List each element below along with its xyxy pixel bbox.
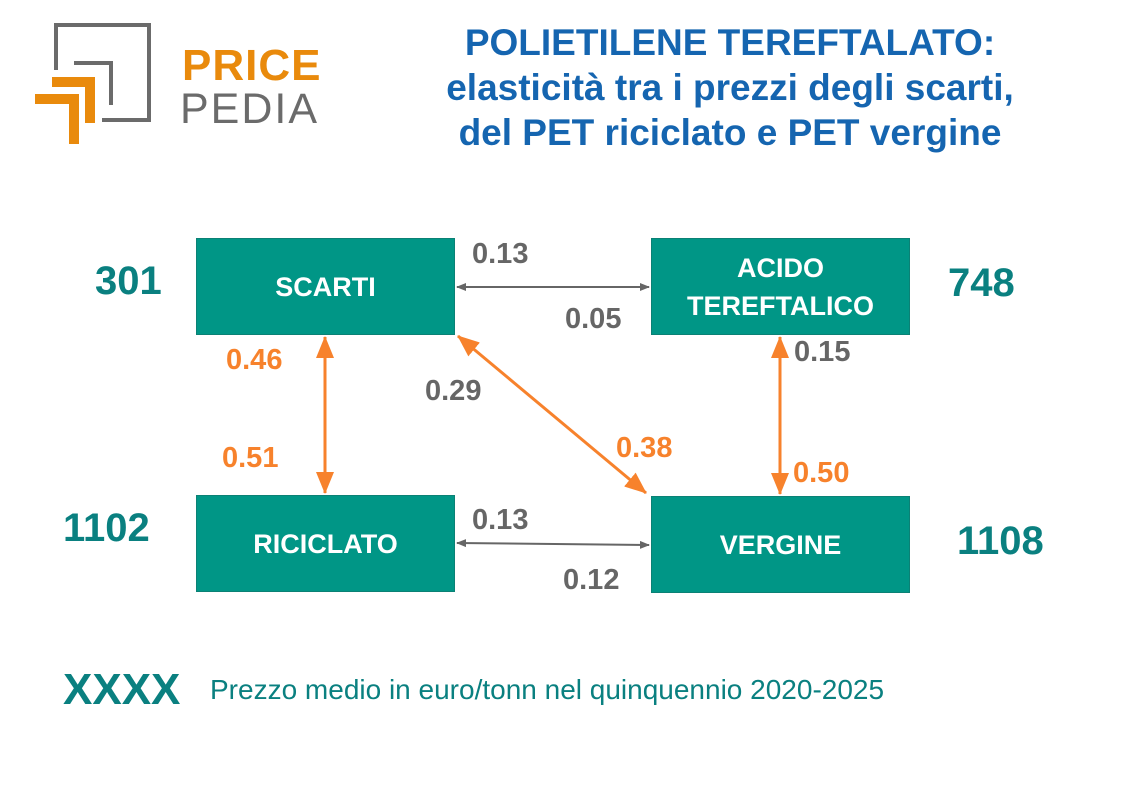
node-riciclato: RICICLATO <box>196 495 455 592</box>
node-scarti-label: SCARTI <box>275 271 376 302</box>
elasticity-scarti-vergine-top: 0.29 <box>425 375 482 407</box>
price-acido: 748 <box>948 261 1015 305</box>
pricepedia-logo: PRICE PEDIA <box>30 20 320 150</box>
logo-text-pedia: PEDIA <box>180 85 320 133</box>
node-riciclato-label: RICICLATO <box>253 528 398 559</box>
arrow-scarti-vergine <box>457 334 647 495</box>
node-scarti: SCARTI <box>196 238 455 335</box>
legend-key: XXXX <box>63 665 181 714</box>
elasticity-scarti-riciclato-top: 0.46 <box>226 344 283 376</box>
price-vergine: 1108 <box>957 519 1044 563</box>
elasticity-scarti-acido-bottom: 0.05 <box>565 303 622 335</box>
price-riciclato: 1102 <box>63 506 150 550</box>
elasticity-scarti-riciclato-bottom: 0.51 <box>222 442 279 474</box>
logo-text-price: PRICE <box>182 41 322 90</box>
legend-text: Prezzo medio in euro/tonn nel quinquenni… <box>210 674 885 705</box>
title-line-1: POLIETILENE TEREFTALATO: <box>464 22 996 63</box>
elasticity-riciclato-vergine-top: 0.13 <box>472 504 529 536</box>
elasticity-acido-vergine-bottom: 0.50 <box>793 457 850 489</box>
logo-mark-icon <box>35 23 151 144</box>
node-acido-label-line1: ACIDO <box>737 252 824 283</box>
node-acido-tereftalico: ACIDO TEREFTALICO <box>651 238 910 335</box>
elasticity-acido-vergine-top: 0.15 <box>794 336 851 368</box>
arrow-riciclato-vergine <box>456 539 650 549</box>
elasticity-scarti-vergine-bottom: 0.38 <box>616 432 673 464</box>
elasticity-riciclato-vergine-bottom: 0.12 <box>563 564 620 596</box>
elasticity-scarti-acido-top: 0.13 <box>472 238 529 270</box>
node-vergine: VERGINE <box>651 496 910 593</box>
node-vergine-label: VERGINE <box>719 529 842 560</box>
title-line-2: elasticità tra i prezzi degli scarti, <box>446 67 1014 108</box>
page-title: POLIETILENE TEREFTALATO: elasticità tra … <box>340 20 1120 155</box>
title-line-3: del PET riciclato e PET vergine <box>458 112 1002 153</box>
node-acido-label-line2: TEREFTALICO <box>687 290 874 321</box>
price-scarti: 301 <box>95 259 162 303</box>
